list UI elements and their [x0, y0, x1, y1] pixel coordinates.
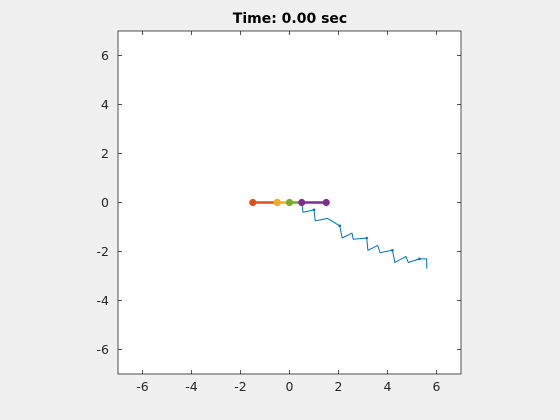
- y-tick-label: -2: [97, 244, 109, 259]
- series-4-marker: [298, 198, 306, 207]
- tick-layer: [118, 31, 461, 374]
- series-3-marker: [285, 198, 294, 207]
- series-0-line: [301, 202, 428, 269]
- series-2-marker: [273, 198, 281, 207]
- x-tick-label: -6: [136, 379, 149, 394]
- series-0-dot: [365, 236, 368, 240]
- y-tick-label: 4: [101, 97, 109, 112]
- y-tick-label: 0: [101, 195, 109, 210]
- y-tick-label: 6: [101, 48, 109, 63]
- y-tick-label: -6: [97, 342, 110, 357]
- y-tick-label: 2: [101, 146, 109, 161]
- series-4-marker: [322, 198, 330, 207]
- x-tick-label: 6: [433, 379, 441, 394]
- series-1-marker: [249, 198, 257, 207]
- x-tick-label: 4: [384, 379, 392, 394]
- series-0-dot: [391, 248, 394, 252]
- x-tick-label: 0: [286, 379, 294, 394]
- series-layer: [249, 198, 428, 269]
- x-tick-label: -4: [185, 379, 198, 394]
- x-tick-label: -2: [234, 379, 246, 394]
- tick-label-layer: -6 -4 -2 0 2 4 6 6 4 2 0 -2 -4 -6: [97, 48, 441, 394]
- y-tick-label: -4: [97, 293, 110, 308]
- x-tick-label: 2: [335, 379, 343, 394]
- plot-frame: [117, 30, 462, 375]
- chart-title: Time: 0.00 sec: [233, 11, 347, 27]
- series-0-dot: [418, 257, 421, 261]
- series-0-dot: [312, 208, 316, 212]
- series-0-dot: [338, 224, 342, 228]
